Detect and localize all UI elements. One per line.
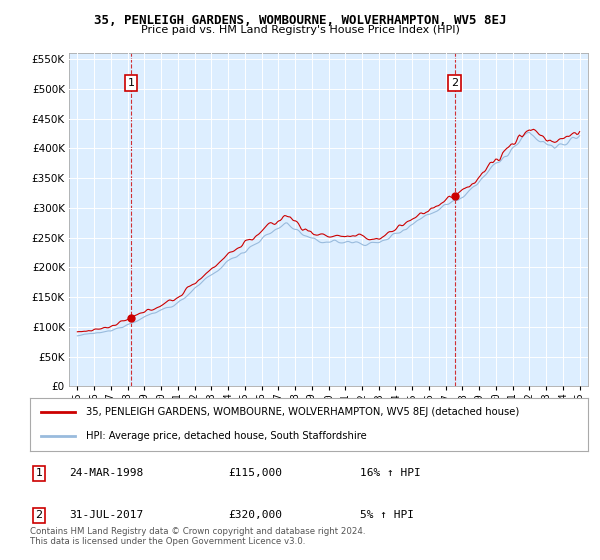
Text: £115,000: £115,000	[228, 468, 282, 478]
Text: 24-MAR-1998: 24-MAR-1998	[69, 468, 143, 478]
Text: Price paid vs. HM Land Registry's House Price Index (HPI): Price paid vs. HM Land Registry's House …	[140, 25, 460, 35]
Text: Contains HM Land Registry data © Crown copyright and database right 2024.
This d: Contains HM Land Registry data © Crown c…	[30, 526, 365, 546]
Text: 31-JUL-2017: 31-JUL-2017	[69, 510, 143, 520]
Text: 1: 1	[35, 468, 43, 478]
Text: 16% ↑ HPI: 16% ↑ HPI	[360, 468, 421, 478]
Text: 1: 1	[128, 78, 134, 88]
Text: 35, PENLEIGH GARDENS, WOMBOURNE, WOLVERHAMPTON, WV5 8EJ: 35, PENLEIGH GARDENS, WOMBOURNE, WOLVERH…	[94, 14, 506, 27]
Text: 2: 2	[35, 510, 43, 520]
Text: HPI: Average price, detached house, South Staffordshire: HPI: Average price, detached house, Sout…	[86, 431, 367, 441]
Text: 5% ↑ HPI: 5% ↑ HPI	[360, 510, 414, 520]
Text: 35, PENLEIGH GARDENS, WOMBOURNE, WOLVERHAMPTON, WV5 8EJ (detached house): 35, PENLEIGH GARDENS, WOMBOURNE, WOLVERH…	[86, 408, 519, 418]
Text: 2: 2	[451, 78, 458, 88]
Text: £320,000: £320,000	[228, 510, 282, 520]
